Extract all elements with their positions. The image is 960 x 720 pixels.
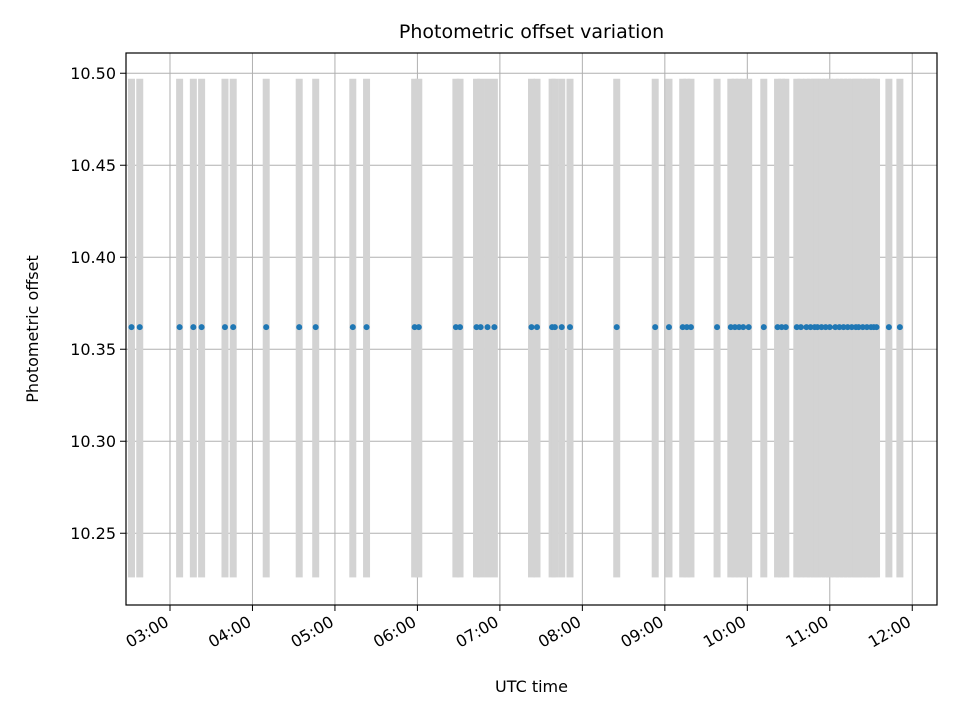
data-point (566, 324, 573, 331)
data-point (679, 324, 686, 331)
data-point (363, 324, 370, 331)
y-axis-ticks: 10.25 10.30 10.35 10.40 10.45 10.50 (70, 64, 126, 543)
data-point (793, 324, 800, 331)
data-point (745, 324, 752, 331)
x-tick-label: 08:00 (535, 612, 584, 652)
data-point (457, 324, 464, 331)
data-point (533, 324, 540, 331)
data-point (873, 324, 880, 331)
data-point (714, 324, 721, 331)
data-point (477, 324, 484, 331)
data-point (855, 324, 862, 331)
y-tick-label: 10.50 (70, 64, 116, 83)
x-tick-label: 11:00 (782, 612, 831, 652)
y-tick-label: 10.45 (70, 156, 116, 175)
data-point (551, 324, 558, 331)
data-point (128, 324, 135, 331)
data-point (452, 324, 459, 331)
data-point (832, 324, 839, 331)
data-point (727, 324, 734, 331)
x-axis-label: UTC time (495, 677, 568, 696)
data-point (230, 324, 237, 331)
data-point (176, 324, 183, 331)
data-point (885, 324, 892, 331)
x-tick-label: 03:00 (123, 612, 172, 652)
data-point (859, 324, 866, 331)
x-tick-label: 06:00 (370, 612, 419, 652)
x-tick-label: 10:00 (700, 612, 749, 652)
data-point (736, 324, 743, 331)
data-point (263, 324, 270, 331)
data-point (844, 324, 851, 331)
x-tick-label: 07:00 (452, 612, 501, 652)
data-point (665, 324, 672, 331)
data-point (312, 324, 319, 331)
x-tick-label: 09:00 (617, 612, 666, 652)
x-tick-label: 12:00 (865, 612, 914, 652)
data-point (778, 324, 785, 331)
y-tick-label: 10.25 (70, 524, 116, 543)
data-point (836, 324, 843, 331)
data-point (826, 324, 833, 331)
data-point (558, 324, 565, 331)
data-point (683, 324, 690, 331)
data-point (848, 324, 855, 331)
data-point (760, 324, 767, 331)
data-points (128, 324, 903, 331)
y-tick-label: 10.40 (70, 248, 116, 267)
data-point (613, 324, 620, 331)
x-axis-ticks: 03:00 04:00 05:00 06:00 07:00 08:00 09:00 10:00… (123, 605, 914, 652)
y-tick-label: 10.30 (70, 432, 116, 451)
data-point (190, 324, 197, 331)
y-tick-label: 10.35 (70, 340, 116, 359)
data-point (198, 324, 205, 331)
data-point (840, 324, 847, 331)
data-point (797, 324, 804, 331)
data-point (136, 324, 143, 331)
data-point (687, 324, 694, 331)
data-point (528, 324, 535, 331)
x-tick-label: 04:00 (205, 612, 254, 652)
plot-frame (125, 52, 938, 606)
data-point (822, 324, 829, 331)
data-point (652, 324, 659, 331)
x-tick-label: 05:00 (288, 612, 337, 652)
data-point (296, 324, 303, 331)
data-point (863, 324, 870, 331)
data-point (411, 324, 418, 331)
y-axis-label: Photometric offset (23, 255, 42, 403)
data-point (731, 324, 738, 331)
data-point (349, 324, 356, 331)
data-point (814, 324, 821, 331)
data-point (473, 324, 480, 331)
data-point (896, 324, 903, 331)
data-point (807, 324, 814, 331)
data-point (818, 324, 825, 331)
data-point (484, 324, 491, 331)
data-point (774, 324, 781, 331)
data-point (803, 324, 810, 331)
data-point (740, 324, 747, 331)
data-point (782, 324, 789, 331)
data-point (491, 324, 498, 331)
data-point (415, 324, 422, 331)
data-point (221, 324, 228, 331)
chart-title: Photometric offset variation (399, 21, 664, 43)
